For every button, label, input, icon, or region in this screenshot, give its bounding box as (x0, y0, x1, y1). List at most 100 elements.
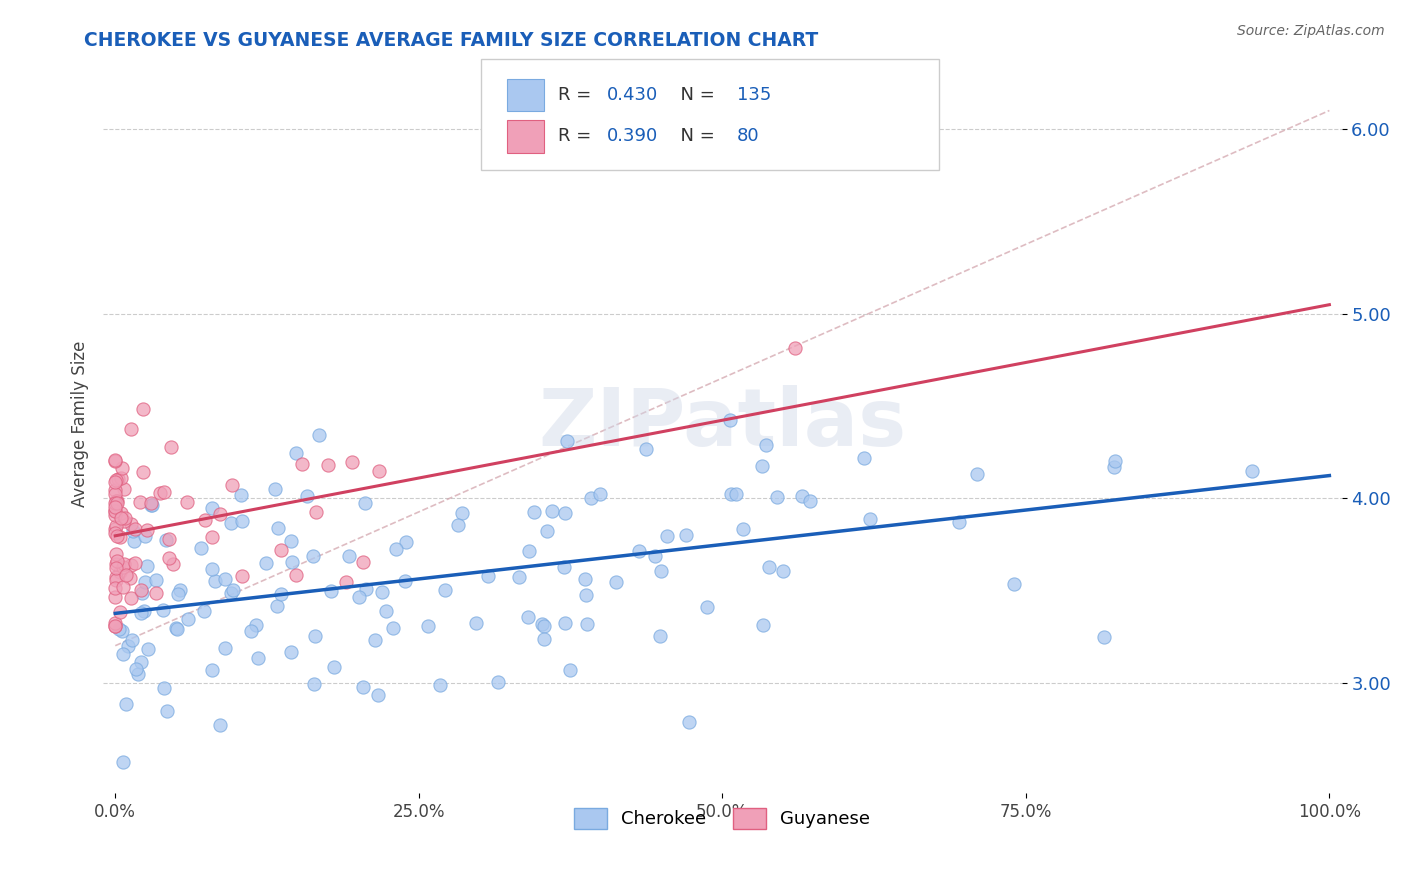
Point (104, 508, 127, 522)
Point (281, 556, 304, 570)
Point (136, 558, 159, 573)
Point (589, 487, 612, 501)
Point (240, 624, 263, 638)
Point (581, 491, 603, 506)
Point (852, 451, 875, 466)
Point (352, 680, 374, 694)
Y-axis label: Average Family Size: Average Family Size (72, 341, 89, 508)
Point (447, 518, 470, 533)
Point (152, 485, 174, 500)
Point (354, 496, 377, 510)
Point (104, 560, 127, 574)
Point (104, 503, 127, 517)
Point (120, 591, 142, 606)
Point (766, 491, 789, 505)
Point (530, 616, 553, 631)
Point (678, 714, 700, 729)
Point (477, 568, 499, 582)
Point (755, 438, 778, 452)
Point (110, 510, 132, 524)
Point (108, 530, 131, 544)
Point (201, 562, 224, 576)
Point (120, 422, 142, 436)
Point (112, 558, 135, 572)
Point (536, 524, 558, 539)
Point (966, 467, 988, 481)
Point (644, 549, 666, 563)
Point (450, 506, 472, 520)
Point (176, 611, 198, 625)
Point (201, 530, 224, 544)
Point (110, 605, 132, 619)
Point (104, 590, 127, 604)
Point (1104, 454, 1126, 468)
Point (132, 604, 155, 618)
Point (111, 624, 134, 639)
Text: Source: ZipAtlas.com: Source: ZipAtlas.com (1237, 24, 1385, 38)
Point (112, 514, 135, 528)
Point (302, 549, 325, 564)
Point (799, 493, 821, 508)
Point (284, 446, 307, 460)
Point (214, 573, 236, 587)
Point (367, 688, 389, 702)
Point (104, 453, 127, 467)
Point (1240, 464, 1263, 478)
Point (114, 511, 136, 525)
Point (270, 542, 292, 557)
Point (335, 575, 357, 590)
Text: 0.390: 0.390 (607, 128, 658, 145)
Point (270, 587, 292, 601)
Point (464, 616, 486, 631)
Point (129, 582, 152, 597)
Point (657, 529, 679, 543)
Point (153, 681, 176, 696)
Text: 0.430: 0.430 (607, 86, 658, 104)
Point (190, 541, 212, 556)
Point (159, 440, 181, 454)
Point (121, 632, 143, 647)
Point (141, 498, 163, 512)
Point (134, 528, 156, 542)
Point (114, 568, 136, 582)
Point (254, 557, 277, 571)
Point (204, 574, 226, 588)
Point (104, 518, 127, 533)
Point (104, 453, 127, 467)
Point (104, 548, 127, 562)
Point (508, 570, 530, 584)
FancyBboxPatch shape (481, 59, 939, 169)
Point (149, 485, 172, 500)
Point (790, 489, 813, 503)
Point (385, 541, 408, 556)
Text: R =: R = (558, 86, 596, 104)
Point (342, 455, 364, 469)
Point (131, 465, 153, 479)
Point (131, 586, 153, 600)
Point (605, 575, 627, 590)
Point (517, 544, 540, 558)
Point (145, 586, 167, 600)
Point (322, 659, 344, 673)
Point (541, 504, 564, 518)
Point (162, 557, 184, 571)
Point (136, 523, 159, 537)
Point (128, 494, 150, 508)
Point (718, 412, 741, 426)
Point (193, 604, 215, 618)
Point (291, 457, 314, 471)
Point (558, 663, 581, 677)
Point (517, 610, 540, 624)
Point (284, 567, 307, 582)
Point (105, 495, 128, 509)
Point (533, 618, 555, 632)
Point (731, 522, 754, 536)
Point (157, 551, 180, 566)
Text: N =: N = (669, 86, 721, 104)
Point (104, 496, 127, 510)
Point (104, 619, 127, 633)
Point (337, 549, 360, 563)
Point (131, 655, 153, 669)
Point (134, 574, 156, 589)
Point (533, 632, 555, 646)
